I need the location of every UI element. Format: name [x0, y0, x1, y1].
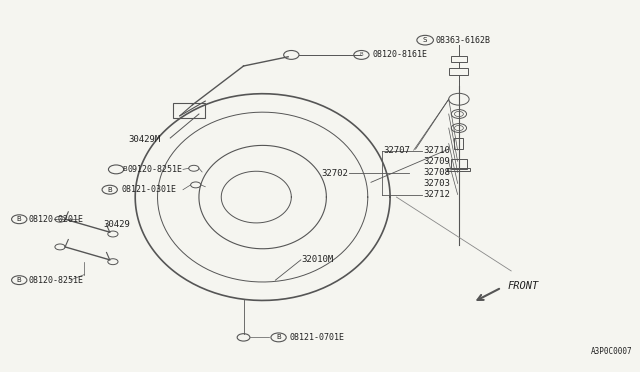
Text: B: B	[360, 52, 364, 57]
Text: S: S	[423, 37, 428, 43]
Text: 32712: 32712	[423, 190, 450, 199]
Text: 08120-8251E: 08120-8251E	[29, 276, 84, 285]
Bar	[454, 138, 463, 149]
Text: A3P0C0007: A3P0C0007	[591, 347, 632, 356]
Text: B: B	[17, 277, 22, 283]
Text: 32010M: 32010M	[301, 255, 333, 264]
Text: 32703: 32703	[423, 179, 450, 188]
Text: 08363-6162B: 08363-6162B	[436, 36, 491, 45]
Text: FRONT: FRONT	[508, 281, 540, 291]
Bar	[447, 167, 470, 171]
Text: 30429M: 30429M	[129, 135, 161, 144]
Text: 32709: 32709	[423, 157, 450, 166]
Text: 32707: 32707	[384, 146, 411, 155]
Text: 08120-8161E: 08120-8161E	[372, 51, 428, 60]
Text: B: B	[276, 334, 281, 340]
Bar	[451, 160, 467, 169]
Text: B: B	[108, 187, 112, 193]
Bar	[451, 56, 467, 62]
Text: 09120-8251E: 09120-8251E	[127, 165, 182, 174]
Text: 32710: 32710	[423, 146, 450, 155]
Text: B: B	[122, 166, 127, 172]
Bar	[173, 103, 205, 118]
Text: 08121-0701E: 08121-0701E	[289, 333, 344, 342]
Bar	[449, 68, 468, 75]
Text: 32702: 32702	[322, 169, 349, 177]
Text: 32708: 32708	[423, 168, 450, 177]
Text: B: B	[17, 216, 22, 222]
Text: 08121-0301E: 08121-0301E	[121, 185, 176, 194]
Text: 08120-0201E: 08120-0201E	[29, 215, 84, 224]
Text: 30429: 30429	[103, 220, 130, 229]
